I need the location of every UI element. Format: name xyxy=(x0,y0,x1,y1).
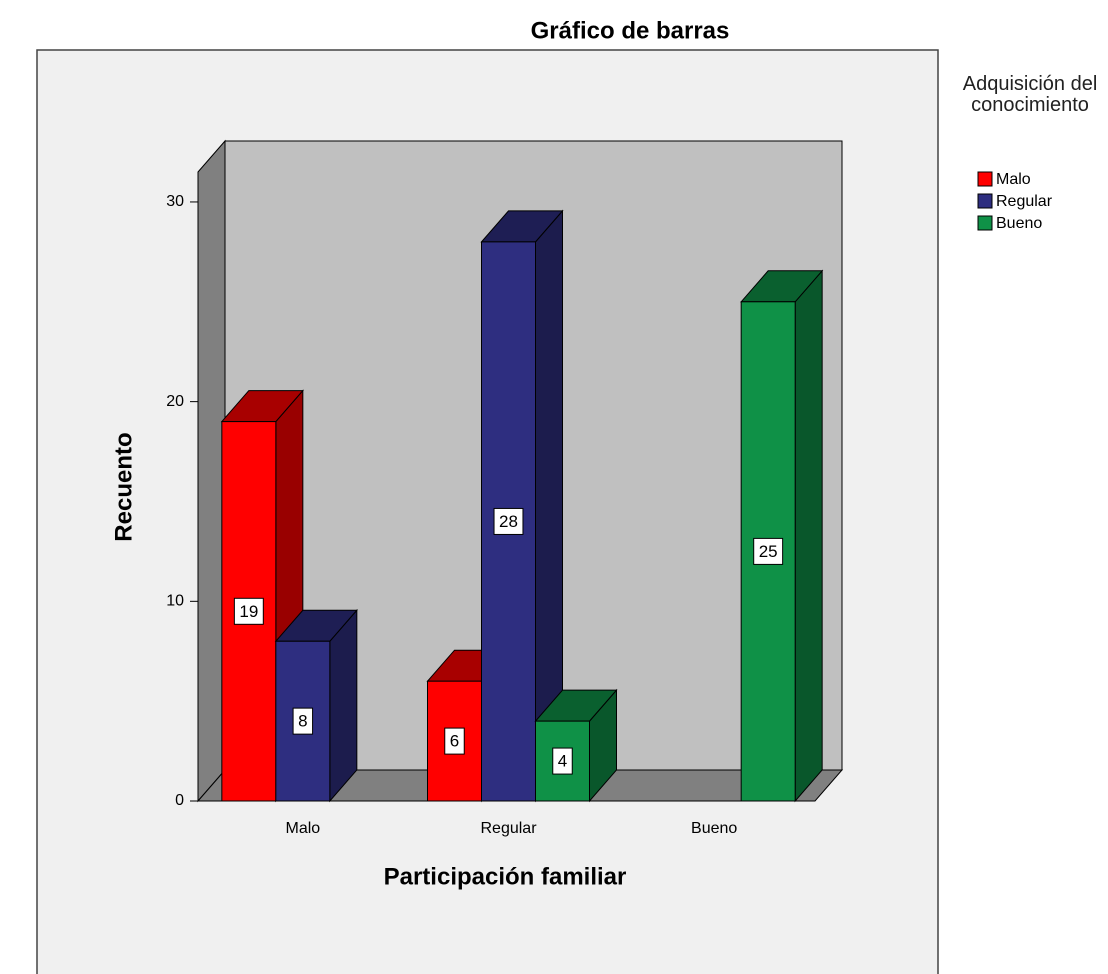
value-label-box xyxy=(233,597,264,625)
y-tick-label: 20 xyxy=(166,393,184,410)
value-label: 19 xyxy=(239,602,258,621)
y-tick-label: 30 xyxy=(166,193,184,210)
y-tick-label: 0 xyxy=(175,792,184,809)
value-label: 6 xyxy=(450,732,459,751)
legend-swatch xyxy=(977,171,993,187)
value-label-box xyxy=(753,537,784,565)
x-tick-label: Bueno xyxy=(691,820,737,837)
x-axis-label: Participación familiar xyxy=(384,863,627,890)
value-label: 28 xyxy=(499,512,518,531)
legend-label: Malo xyxy=(996,171,1031,188)
value-label-box xyxy=(552,747,573,775)
bar-side xyxy=(794,269,823,803)
bar-side xyxy=(329,608,358,803)
value-label-box xyxy=(493,507,524,535)
legend-swatch xyxy=(977,215,993,231)
bar xyxy=(427,680,482,802)
y-tick-label: 10 xyxy=(166,593,184,610)
x-tick-label: Malo xyxy=(285,820,320,837)
chart-title: Gráfico de barras xyxy=(531,17,730,44)
value-label: 25 xyxy=(759,542,778,561)
legend-label: Bueno xyxy=(996,215,1042,232)
value-label: 4 xyxy=(558,752,567,771)
value-label-box xyxy=(292,707,314,735)
x-tick-label: Regular xyxy=(480,820,537,837)
value-label-box xyxy=(444,727,465,755)
value-label: 8 xyxy=(298,712,307,731)
legend-title: Adquisición del conocimiento xyxy=(962,73,1098,116)
side-wall xyxy=(197,139,226,803)
y-axis-label: Recuento xyxy=(110,432,137,541)
legend-swatch xyxy=(977,193,993,209)
legend-label: Regular xyxy=(996,193,1053,210)
